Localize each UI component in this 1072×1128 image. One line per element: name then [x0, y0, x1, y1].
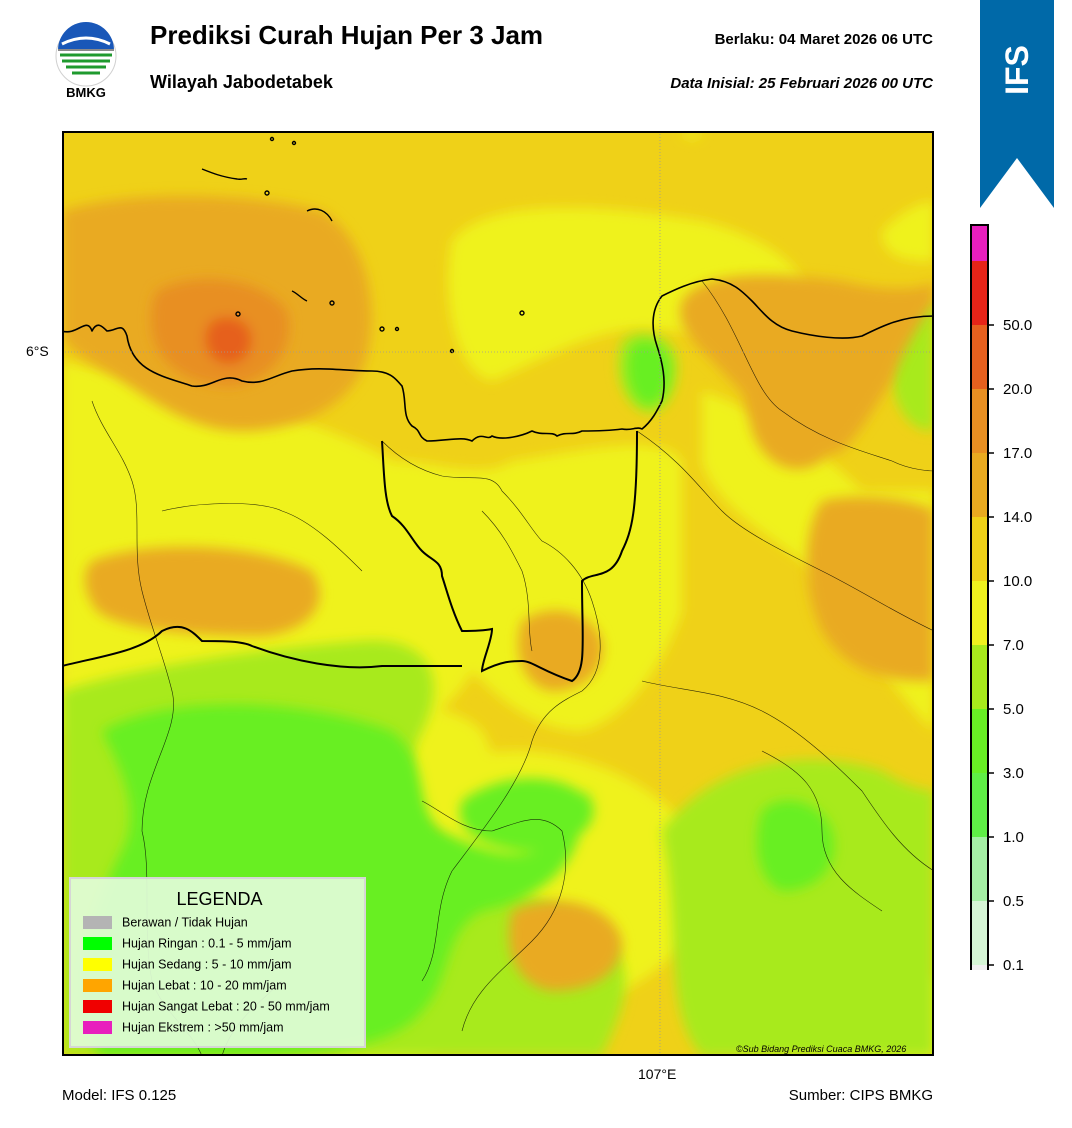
colorbar-tick-label: 5.0 — [1003, 701, 1024, 718]
colorbar: 0.00.10.51.03.05.07.010.014.017.020.050.… — [970, 224, 1032, 970]
province-boundary — [62, 430, 638, 683]
colorbar-segment — [971, 901, 988, 965]
legend-item: Hujan Ringan : 0.1 - 5 mm/jam — [83, 936, 292, 954]
ifs-ribbon — [980, 0, 1054, 208]
source-label: Sumber: CIPS BMKG — [788, 1087, 933, 1104]
colorbar-segment — [971, 581, 988, 645]
colorbar-tick-label: 0.5 — [1003, 893, 1024, 910]
map-subtitle: Wilayah Jabodetabek — [150, 72, 333, 92]
legend-item: Berawan / Tidak Hujan — [83, 915, 248, 933]
legend-item-label: Hujan Sangat Lebat : 20 - 50 mm/jam — [122, 999, 330, 1014]
colorbar-segment — [971, 773, 988, 837]
colorbar-tick-label: 7.0 — [1003, 637, 1024, 654]
legend-item-label: Hujan Sedang : 5 - 10 mm/jam — [122, 957, 292, 972]
legend-title: LEGENDA — [176, 889, 263, 909]
map-credit: ©Sub Bidang Prediksi Cuaca BMKG, 2026 — [736, 1044, 907, 1054]
colorbar-segment — [971, 517, 988, 581]
colorbar-tick-label: 3.0 — [1003, 765, 1024, 782]
map-title: Prediksi Curah Hujan Per 3 Jam — [150, 20, 544, 50]
legend-item: Hujan Sedang : 5 - 10 mm/jam — [83, 957, 292, 975]
colorbar-tick-label: 0.1 — [1003, 957, 1024, 970]
colorbar-tick-label: 1.0 — [1003, 829, 1024, 846]
colorbar-tick-label: 50.0 — [1003, 317, 1032, 334]
ribbon-label: IFS — [999, 45, 1035, 95]
logo-text: BMKG — [66, 85, 106, 100]
colorbar-segment — [971, 837, 988, 901]
init-time-label: Data Inisial: 25 Februari 2026 00 UTC — [670, 75, 933, 92]
latitude-label: 6°S — [26, 343, 49, 359]
bmkg-logo-icon — [55, 22, 117, 87]
legend-item: Hujan Ekstrem : >50 mm/jam — [83, 1020, 284, 1038]
legend-item-label: Hujan Ekstrem : >50 mm/jam — [122, 1020, 284, 1035]
legend-swatch — [83, 958, 112, 972]
colorbar-segment — [971, 325, 988, 389]
legend-item-label: Hujan Ringan : 0.1 - 5 mm/jam — [122, 936, 292, 951]
legend-swatch — [83, 1000, 112, 1014]
colorbar-frame — [970, 224, 989, 970]
colorbar-segment — [971, 645, 988, 709]
colorbar-tick-label: 14.0 — [1003, 509, 1032, 526]
colorbar-segment — [971, 225, 988, 261]
ribbon-text: IFS — [999, 45, 1035, 95]
colorbar-segment — [971, 261, 988, 325]
longitude-label: 107°E — [638, 1066, 677, 1082]
legend-swatch — [83, 979, 112, 993]
colorbar-tick-label: 10.0 — [1003, 573, 1032, 590]
legend-swatch — [83, 916, 112, 930]
legend-item: Hujan Sangat Lebat : 20 - 50 mm/jam — [83, 999, 330, 1017]
colorbar-segment — [971, 389, 988, 453]
legend-swatch — [83, 937, 112, 951]
colorbar-segment — [971, 965, 988, 970]
model-label: Model: IFS 0.125 — [62, 1087, 177, 1104]
colorbar-tick-label: 20.0 — [1003, 381, 1032, 398]
map-frame — [62, 131, 934, 1056]
legend-item-label: Berawan / Tidak Hujan — [122, 915, 248, 930]
colorbar-tick-label: 17.0 — [1003, 445, 1032, 462]
valid-time-label: Berlaku: 04 Maret 2026 06 UTC — [714, 31, 933, 48]
legend-swatch — [83, 1021, 112, 1035]
colorbar-segment — [971, 709, 988, 773]
legend-item: Hujan Lebat : 10 - 20 mm/jam — [83, 978, 287, 996]
islands — [201, 136, 525, 354]
legend-item-label: Hujan Lebat : 10 - 20 mm/jam — [122, 978, 287, 993]
legend-box: LEGENDA Berawan / Tidak Hujan Hujan Ringa… — [69, 877, 366, 1048]
colorbar-segment — [971, 453, 988, 517]
coastline — [62, 278, 934, 442]
